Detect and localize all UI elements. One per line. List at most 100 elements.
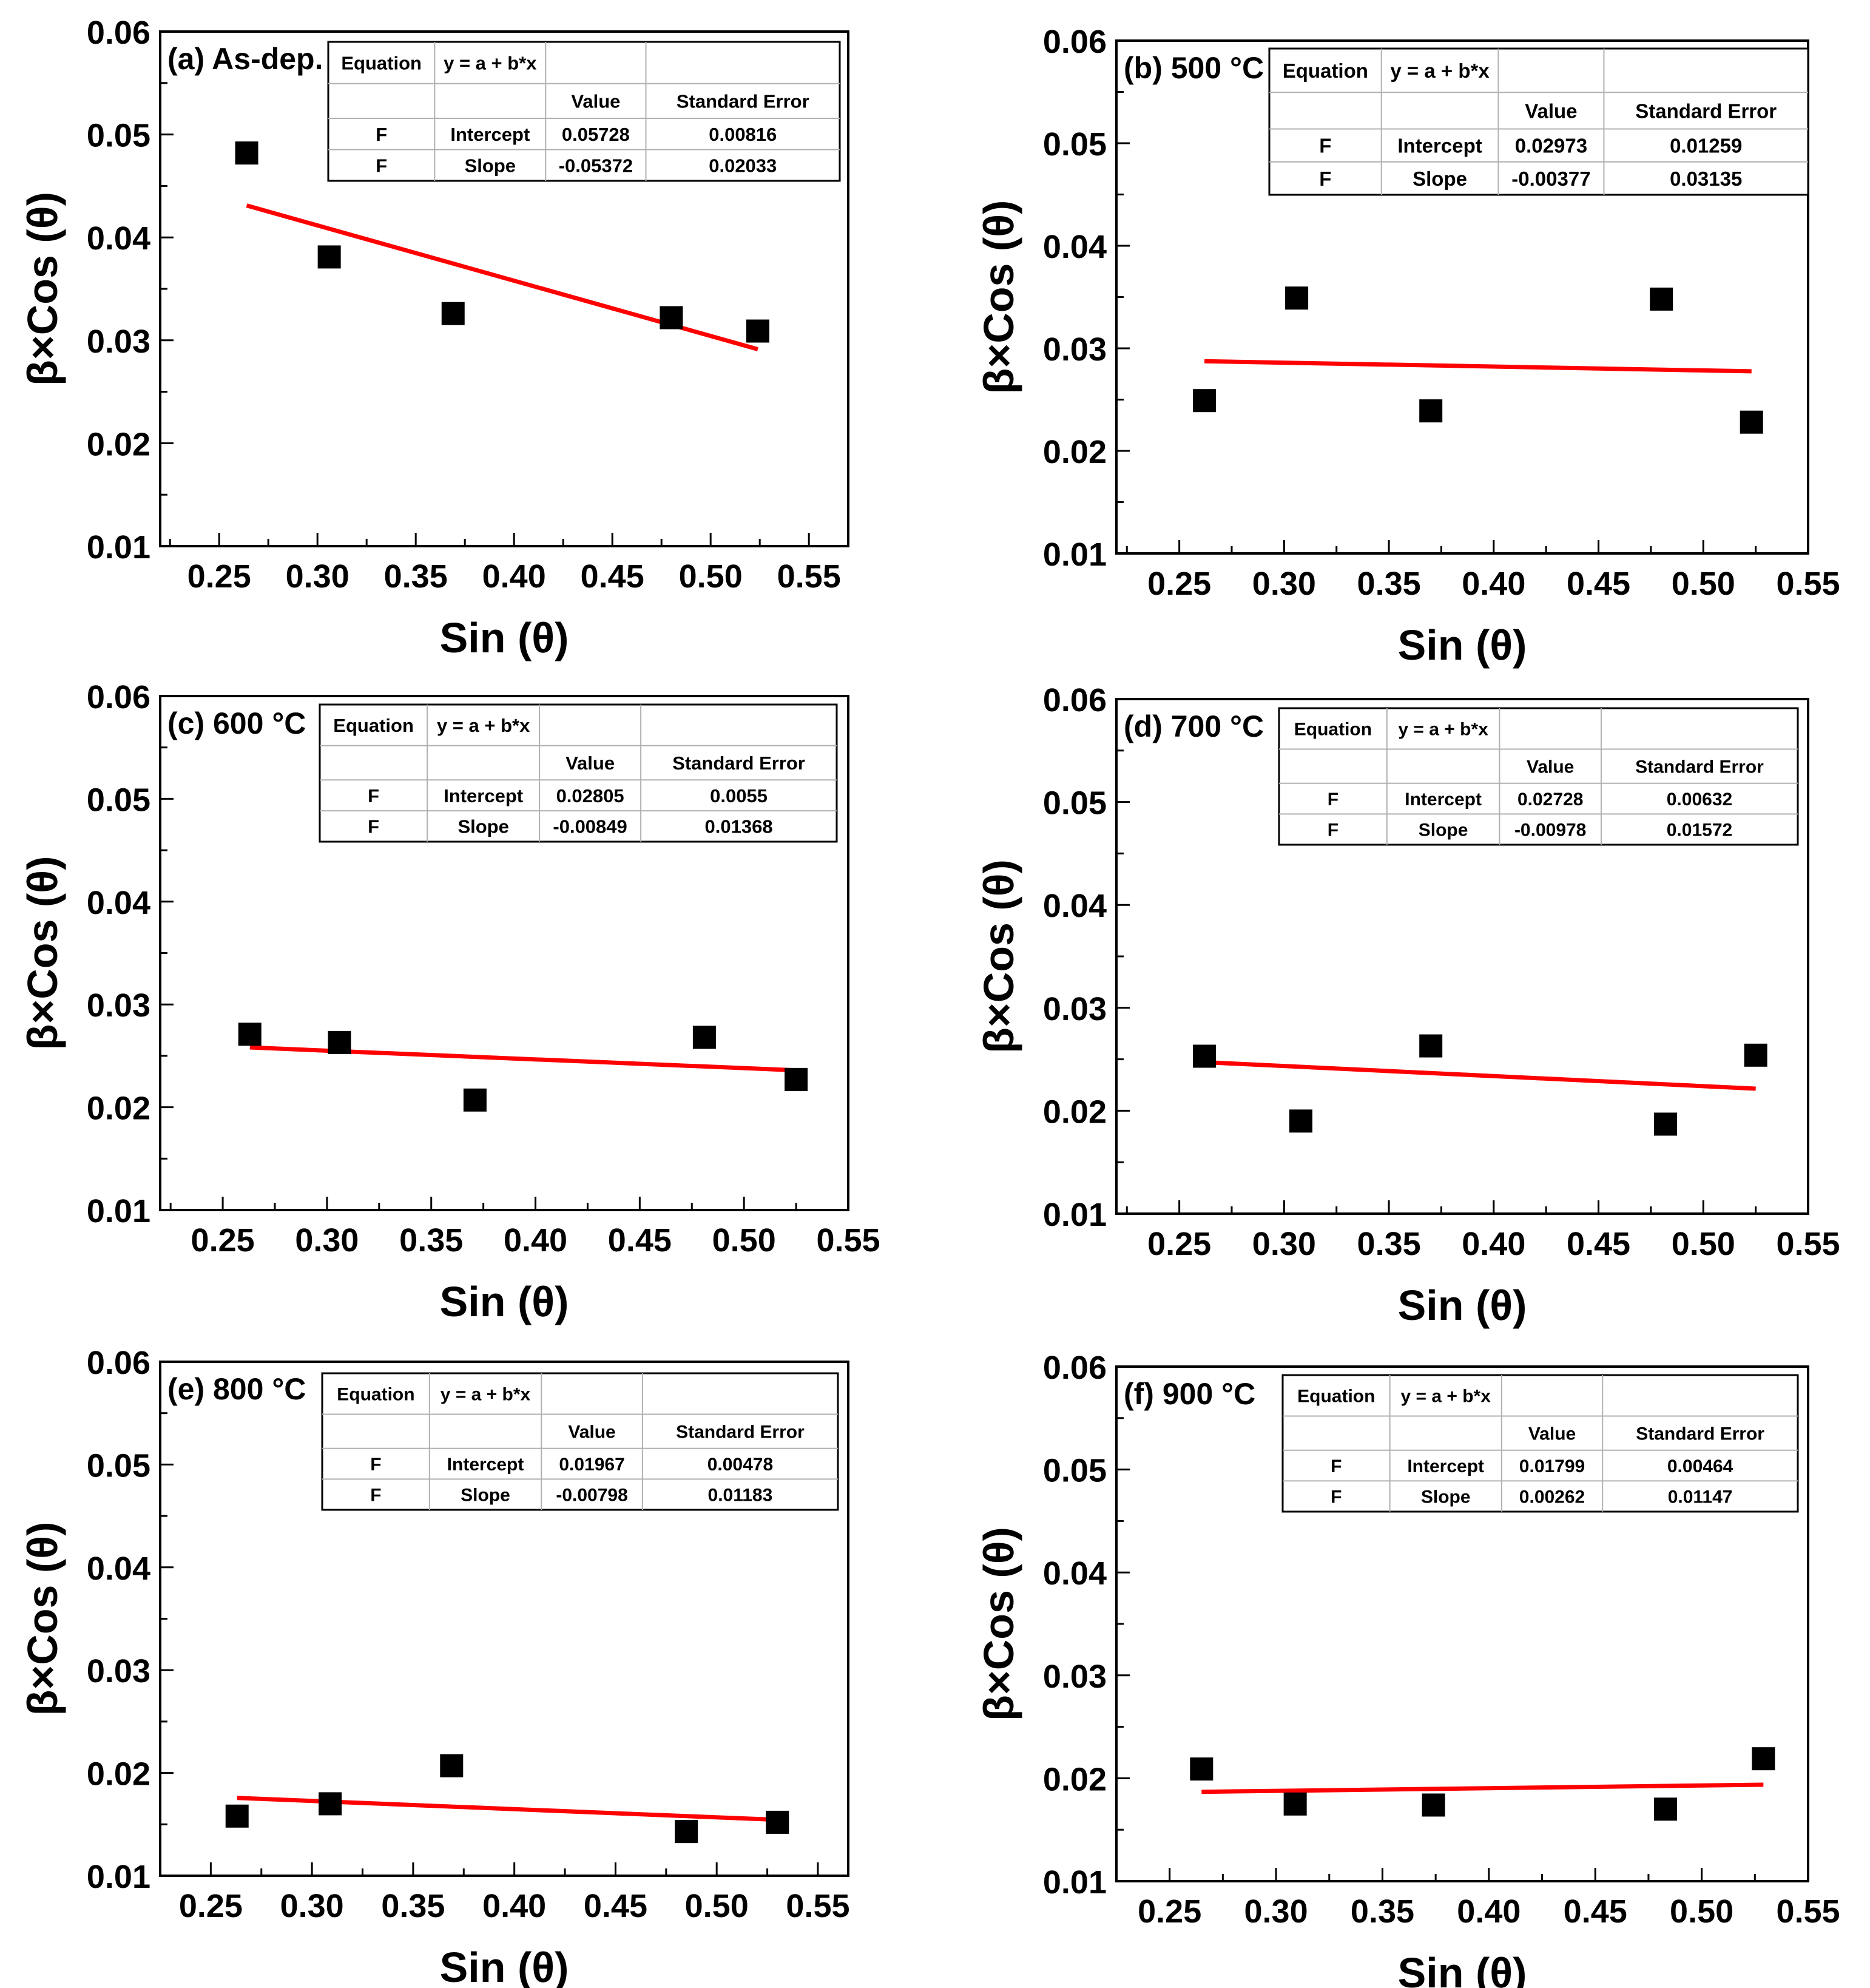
x-tick-label: 0.55 [1776, 566, 1840, 602]
chart-panel: 0.25 0.30 0.35 0.40 0.45 0.50 0.55 0.01 0.02 0.03… [975, 24, 1840, 669]
x-tick-label: 0.55 [1776, 1893, 1840, 1930]
x-tick-label: 0.30 [280, 1888, 344, 1924]
y-tick-label: 0.06 [87, 679, 150, 715]
y-axis-label: β×Cos (θ) [975, 200, 1022, 394]
x-tick-label: 0.50 [712, 1222, 776, 1259]
table-cell: Value [571, 90, 620, 112]
table-cell: y = a + b*x [1400, 1387, 1491, 1407]
table-cell: F [376, 124, 387, 145]
y-axis-label: β×Cos (θ) [975, 859, 1022, 1053]
data-point [319, 1792, 342, 1816]
x-tick-label: 0.25 [1138, 1893, 1201, 1930]
chart-panel: 0.25 0.30 0.35 0.40 0.45 0.50 0.55 0.01 0.02 0.03… [975, 1350, 1840, 1988]
x-tick-label: 0.30 [295, 1222, 359, 1259]
table-cell: 0.02728 [1517, 789, 1583, 810]
x-tick-label: 0.25 [1147, 566, 1211, 602]
x-axis-label: Sin (θ) [1398, 621, 1527, 669]
table-frame [1268, 47, 1809, 196]
y-tick-label: 0.05 [1043, 785, 1107, 822]
table-cell: 0.01147 [1668, 1487, 1733, 1507]
x-tick-label: 0.50 [685, 1888, 749, 1924]
data-point [692, 1026, 716, 1049]
table-cell: 0.00632 [1667, 789, 1732, 810]
table-cell: Equation [333, 715, 414, 736]
table-cell: F [1331, 1456, 1342, 1476]
table-cell: -0.00849 [553, 816, 627, 837]
table-cell: Standard Error [672, 752, 805, 774]
x-tick-label: 0.25 [187, 558, 251, 595]
table-cell: Slope [1419, 820, 1468, 840]
x-tick-label: 0.35 [384, 558, 448, 595]
y-tick-label: 0.01 [87, 529, 150, 566]
table-frame [321, 1372, 839, 1511]
fit-results-table: Equation y = a + b*x Value Standard Error F I… [327, 41, 841, 182]
y-tick-label: 0.01 [87, 1193, 150, 1229]
table-cell: 0.02973 [1515, 135, 1587, 157]
panel-label: (a) As-dep. [167, 42, 323, 76]
x-tick-label: 0.55 [777, 558, 841, 595]
table-cell: F [370, 1455, 381, 1475]
x-tick-label: 0.50 [679, 558, 743, 595]
table-cell: 0.03135 [1670, 167, 1742, 190]
x-tick-label: 0.45 [1567, 1226, 1630, 1262]
x-tick-label: 0.45 [1567, 566, 1630, 602]
y-tick-label: 0.06 [87, 1345, 150, 1381]
y-tick-label: 0.05 [1043, 126, 1107, 163]
y-axis-label: β×Cos (θ) [19, 192, 66, 386]
data-point [1653, 1797, 1677, 1821]
y-axis-label: β×Cos (θ) [19, 1522, 66, 1716]
data-point [766, 1810, 789, 1834]
x-tick-label: 0.25 [179, 1888, 243, 1924]
table-cell: -0.00377 [1511, 167, 1590, 190]
table-cell: 0.01967 [559, 1455, 624, 1475]
table-cell: F [1328, 820, 1338, 840]
table-cell: Slope [1413, 167, 1467, 190]
x-tick-label: 0.45 [581, 558, 644, 595]
data-point [440, 1754, 464, 1777]
table-cell: Intercept [1397, 135, 1482, 157]
table-frame [1278, 707, 1799, 846]
y-tick-label: 0.04 [87, 220, 150, 257]
table-cell: Intercept [447, 1455, 524, 1475]
y-tick-label: 0.06 [87, 15, 150, 51]
x-tick-label: 0.40 [1462, 566, 1525, 602]
table-cell: Intercept [450, 124, 530, 145]
data-point [1193, 389, 1217, 413]
y-tick-label: 0.05 [87, 1447, 150, 1484]
x-tick-label: 0.25 [1147, 1226, 1211, 1262]
x-tick-label: 0.45 [1564, 1893, 1627, 1930]
y-tick-label: 0.03 [87, 987, 150, 1024]
y-tick-label: 0.03 [1043, 991, 1107, 1027]
data-point [235, 141, 258, 165]
x-tick-label: 0.30 [1252, 1226, 1316, 1262]
chart-panel: 0.25 0.30 0.35 0.40 0.45 0.50 0.55 0.01 0.02 0.03… [19, 1345, 850, 1988]
table-cell: Equation [1294, 720, 1372, 740]
table-cell: Equation [1297, 1387, 1375, 1407]
table-cell: Value [568, 1422, 615, 1442]
data-point [238, 1023, 262, 1046]
y-tick-label: 0.01 [1043, 1864, 1107, 1901]
data-point [328, 1030, 351, 1054]
x-axis-label: Sin (θ) [440, 614, 569, 661]
panel-label: (e) 800 °C [167, 1372, 306, 1406]
y-axis-label: β×Cos (θ) [19, 856, 66, 1050]
table-cell: F [1319, 167, 1331, 190]
y-tick-label: 0.02 [1043, 1761, 1107, 1797]
x-tick-label: 0.30 [1244, 1893, 1308, 1930]
y-axis-label: β×Cos (θ) [975, 1527, 1022, 1721]
x-tick-label: 0.55 [786, 1888, 849, 1924]
table-cell: 0.02033 [709, 155, 777, 176]
y-tick-label: 0.02 [87, 1756, 150, 1793]
table-cell: -0.00978 [1514, 820, 1586, 840]
panel-label: (d) 700 °C [1124, 709, 1264, 743]
table-cell: Value [565, 752, 615, 774]
fit-results-table: Equation y = a + b*x Value Standard Error F I… [1281, 1374, 1799, 1513]
chart-panel: 0.25 0.30 0.35 0.40 0.45 0.50 0.55 0.01 0.02 0.03… [19, 679, 880, 1325]
table-cell: 0.00816 [709, 124, 777, 145]
panel-label: (f) 900 °C [1124, 1377, 1255, 1411]
table-frame [319, 703, 838, 843]
table-cell: y = a + b*x [444, 53, 537, 74]
y-tick-label: 0.02 [1043, 1094, 1107, 1130]
x-tick-label: 0.40 [1462, 1226, 1525, 1262]
